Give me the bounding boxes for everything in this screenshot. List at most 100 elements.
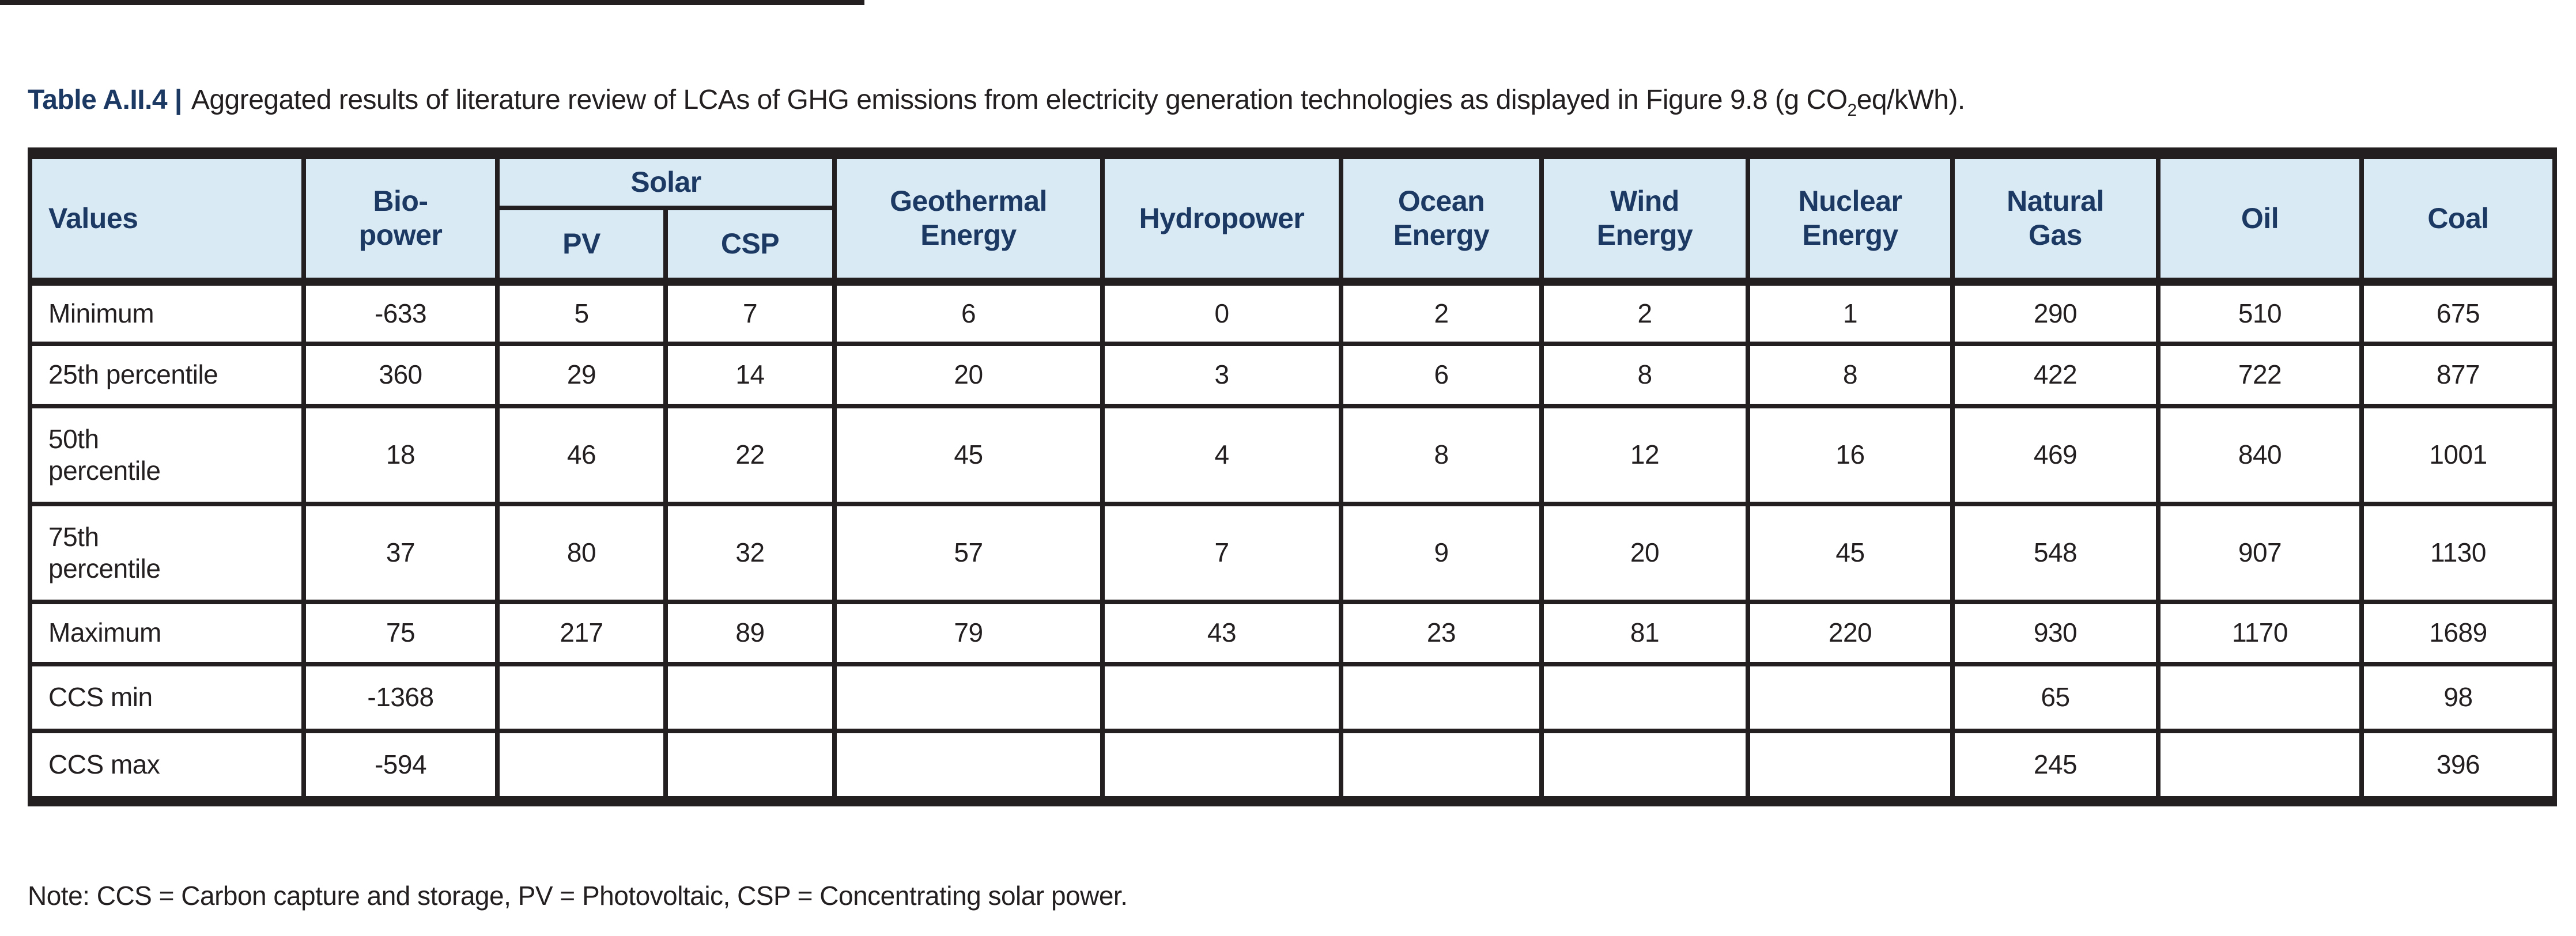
col-header-biopower: Bio- power — [301, 151, 500, 286]
data-cell — [1539, 729, 1750, 804]
table-row-75th-percentile: 75th percentile 37 80 32 57 7 9 20 45 54… — [28, 502, 2557, 604]
data-cell — [1746, 662, 1955, 733]
table-caption-text-after: eq/kWh). — [1856, 85, 1966, 115]
data-cell: 89 — [663, 600, 837, 666]
data-cell: 16 — [1746, 404, 1955, 506]
table-row-25th-percentile: 25th percentile 360 29 14 20 3 6 8 8 422… — [28, 342, 2557, 408]
table-caption-label: Table A.II.4 | — [28, 85, 182, 115]
data-cell: -1368 — [301, 662, 500, 733]
data-cell: 877 — [2359, 342, 2557, 408]
col-header-solar: Solar — [495, 151, 837, 210]
data-cell: 75 — [301, 600, 500, 666]
data-cell: 930 — [1950, 600, 2160, 666]
data-cell: 22 — [663, 404, 837, 506]
data-cell: 20 — [832, 342, 1105, 408]
data-cell: 396 — [2359, 729, 2557, 804]
data-cell: 57 — [832, 502, 1105, 604]
table-row-50th-percentile: 50th percentile 18 46 22 45 4 8 12 16 46… — [28, 404, 2557, 506]
col-header-natural-gas: Natural Gas — [1950, 151, 2160, 286]
row-label-ccs-min: CCS min — [28, 662, 306, 733]
col-header-geothermal: Geothermal Energy — [832, 151, 1105, 286]
row-label-maximum: Maximum — [28, 600, 306, 666]
row-label-minimum: Minimum — [28, 279, 306, 346]
data-cell — [495, 662, 668, 733]
row-label-ccs-max: CCS max — [28, 729, 306, 804]
data-cell: 18 — [301, 404, 500, 506]
data-cell: 32 — [663, 502, 837, 604]
table-row-ccs-max: CCS max -594 245 396 — [28, 729, 2557, 804]
data-cell: 14 — [663, 342, 837, 408]
data-cell: 5 — [495, 279, 668, 346]
data-cell: 469 — [1950, 404, 2160, 506]
data-cell: 2 — [1539, 279, 1750, 346]
data-cell — [1539, 662, 1750, 733]
data-cell: 29 — [495, 342, 668, 408]
data-cell: 80 — [495, 502, 668, 604]
data-cell: 1689 — [2359, 600, 2557, 666]
data-cell: 2 — [1339, 279, 1544, 346]
data-cell: 7 — [1100, 502, 1343, 604]
col-header-nuclear: Nuclear Energy — [1746, 151, 1955, 286]
data-cell: 37 — [301, 502, 500, 604]
data-cell: 8 — [1339, 404, 1544, 506]
data-cell: 20 — [1539, 502, 1750, 604]
data-cell — [1339, 662, 1544, 733]
row-label-25th-percentile: 25th percentile — [28, 342, 306, 408]
data-cell: 217 — [495, 600, 668, 666]
col-header-oil: Oil — [2156, 151, 2364, 286]
data-cell — [832, 729, 1105, 804]
col-header-values: Values — [28, 151, 306, 286]
table-caption-text: Aggregated results of literature review … — [191, 85, 1848, 115]
data-cell: 548 — [1950, 502, 2160, 604]
data-cell: 1170 — [2156, 600, 2364, 666]
col-header-coal: Coal — [2359, 151, 2557, 286]
data-cell: 1130 — [2359, 502, 2557, 604]
data-cell: 8 — [1746, 342, 1955, 408]
data-cell: 3 — [1100, 342, 1343, 408]
data-cell — [495, 729, 668, 804]
data-cell: 79 — [832, 600, 1105, 666]
data-cell: 45 — [1746, 502, 1955, 604]
col-header-csp: CSP — [663, 206, 837, 286]
data-cell: 81 — [1539, 600, 1750, 666]
data-cell: 907 — [2156, 502, 2364, 604]
data-cell: 0 — [1100, 279, 1343, 346]
page-top-rule — [0, 0, 864, 5]
ghg-emissions-table: Values Bio- power Solar Geothermal Energ… — [28, 147, 2557, 806]
data-cell — [663, 662, 837, 733]
table-row-ccs-min: CCS min -1368 65 98 — [28, 662, 2557, 733]
data-cell — [663, 729, 837, 804]
data-cell: 220 — [1746, 600, 1955, 666]
data-cell — [1339, 729, 1544, 804]
data-cell: 1001 — [2359, 404, 2557, 506]
data-cell — [832, 662, 1105, 733]
data-cell: 98 — [2359, 662, 2557, 733]
col-header-wind: Wind Energy — [1539, 151, 1750, 286]
data-cell — [1100, 662, 1343, 733]
data-cell: 840 — [2156, 404, 2364, 506]
data-cell: 45 — [832, 404, 1105, 506]
data-cell — [1746, 729, 1955, 804]
co2-subscript: 2 — [1847, 101, 1857, 120]
data-cell: 46 — [495, 404, 668, 506]
data-cell — [1100, 729, 1343, 804]
data-cell — [2156, 662, 2364, 733]
data-cell: 12 — [1539, 404, 1750, 506]
data-cell: -633 — [301, 279, 500, 346]
data-cell: 6 — [1339, 342, 1544, 408]
data-cell: 422 — [1950, 342, 2160, 408]
data-cell: 675 — [2359, 279, 2557, 346]
col-header-ocean: Ocean Energy — [1339, 151, 1544, 286]
data-cell: 722 — [2156, 342, 2364, 408]
data-cell: -594 — [301, 729, 500, 804]
data-cell: 4 — [1100, 404, 1343, 506]
data-cell: 9 — [1339, 502, 1544, 604]
col-header-hydropower: Hydropower — [1100, 151, 1343, 286]
data-cell — [2156, 729, 2364, 804]
data-cell: 43 — [1100, 600, 1343, 666]
data-cell: 6 — [832, 279, 1105, 346]
col-header-pv: PV — [495, 206, 668, 286]
table-row-maximum: Maximum 75 217 89 79 43 23 81 220 930 11… — [28, 600, 2557, 666]
row-label-75th-percentile: 75th percentile — [28, 502, 306, 604]
row-label-50th-percentile: 50th percentile — [28, 404, 306, 506]
